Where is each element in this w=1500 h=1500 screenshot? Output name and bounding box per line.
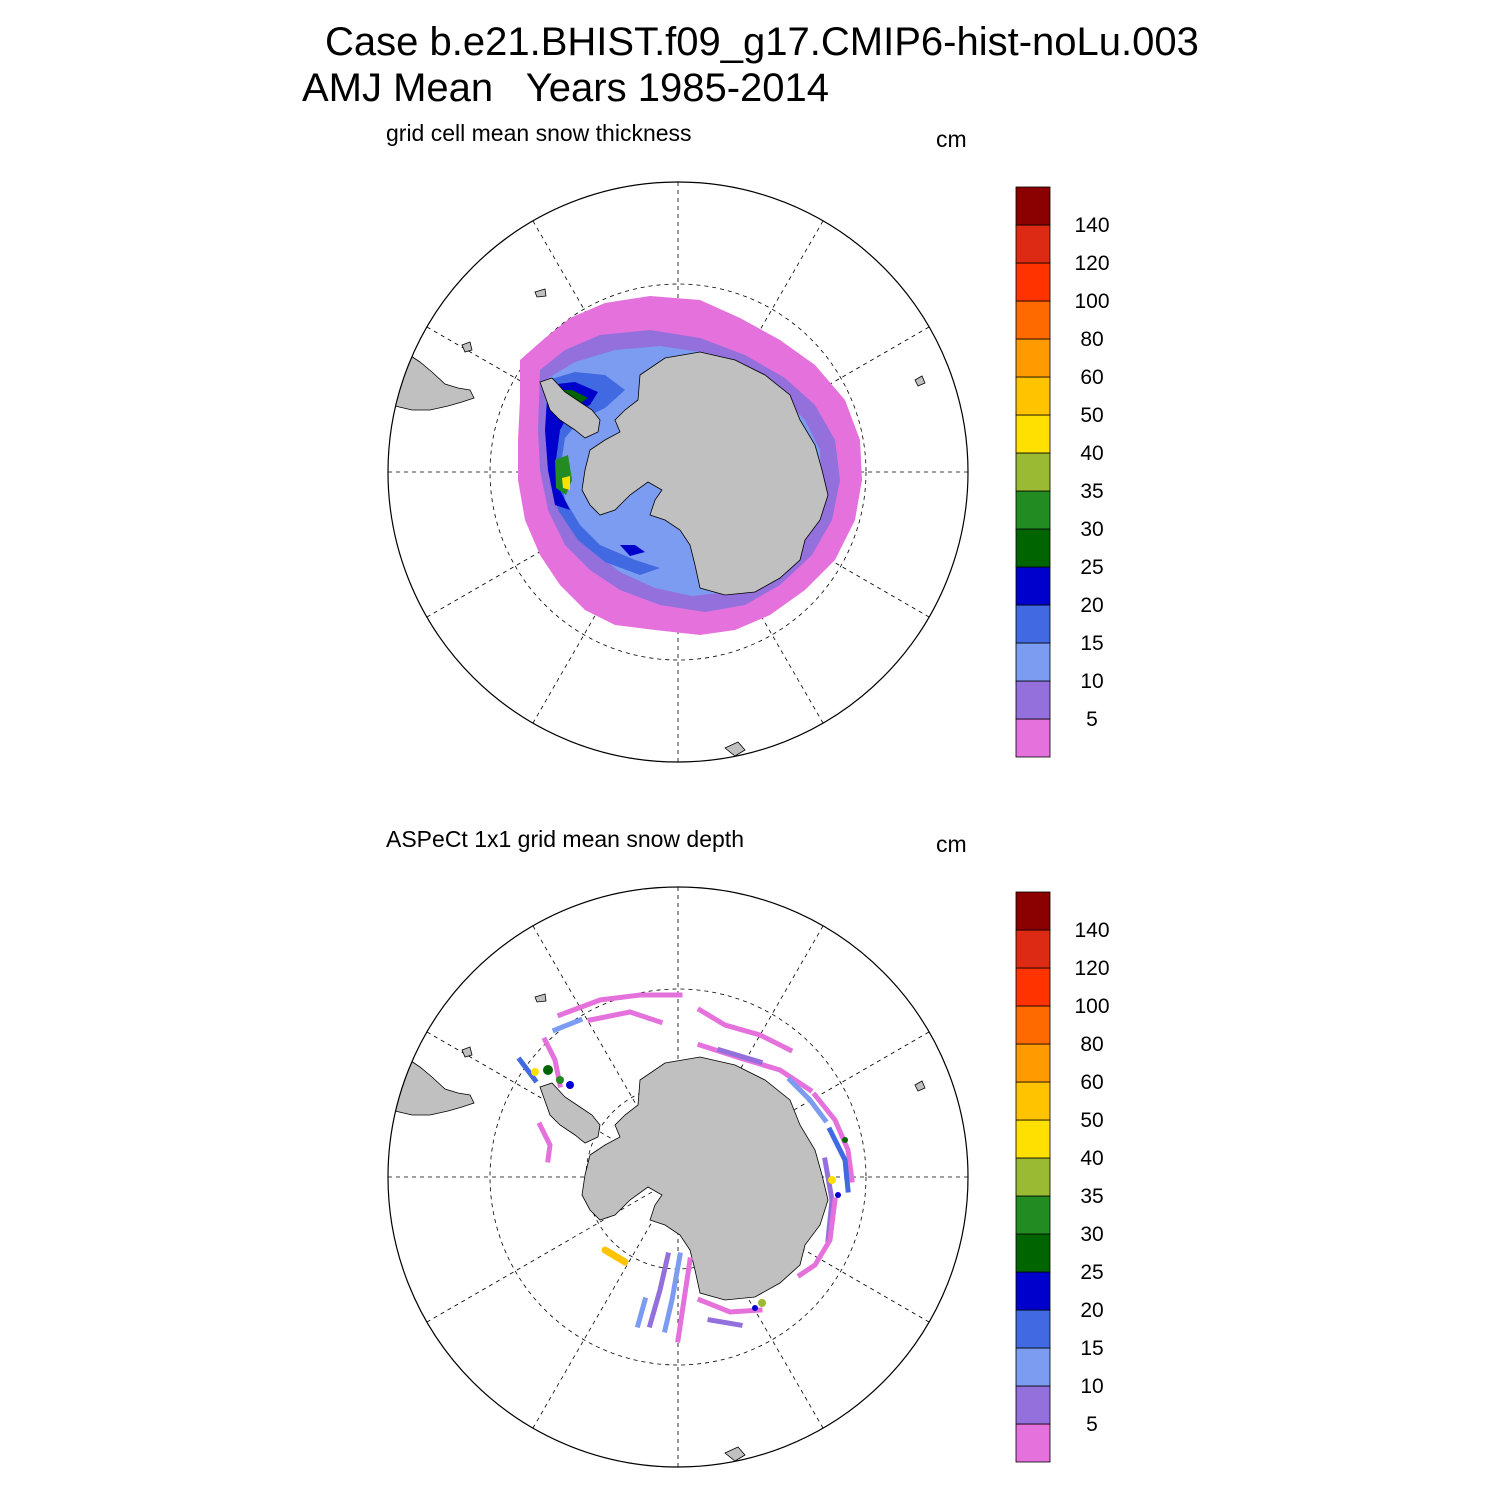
colorbar-obs: 5 10 15 20 25 30 35 40 50 60 80 100 120 140 xyxy=(1015,891,1110,1463)
colorbar-tick-label: 5 xyxy=(1086,708,1098,731)
panel-obs-map xyxy=(387,886,969,1468)
colorbar-tick-label: 120 xyxy=(1074,957,1109,980)
colorbar-tick-label: 30 xyxy=(1080,518,1103,541)
antarctica-landmass xyxy=(581,1056,829,1301)
south-america-landmass xyxy=(388,1056,475,1116)
colorbar-swatch xyxy=(1015,1043,1051,1083)
colorbar-tick-label: 15 xyxy=(1080,1337,1103,1360)
colorbar-swatch xyxy=(1015,1195,1051,1235)
colorbar-swatch xyxy=(1015,224,1051,264)
colorbar-tick-label: 20 xyxy=(1080,1299,1103,1322)
colorbar-tick-label: 15 xyxy=(1080,632,1103,655)
colorbar-tick-label: 50 xyxy=(1080,1109,1103,1132)
case-title: Case b.e21.BHIST.f09_g17.CMIP6-hist-noLu… xyxy=(325,20,1199,64)
colorbar-tick-label: 5 xyxy=(1086,1413,1098,1436)
colorbar-tick-label: 35 xyxy=(1080,1185,1103,1208)
colorbar-tick-label: 10 xyxy=(1080,670,1103,693)
colorbar-swatch xyxy=(1015,414,1051,454)
panel-obs-unit: cm xyxy=(936,831,967,857)
colorbar-swatch xyxy=(1015,376,1051,416)
colorbar-swatch xyxy=(1015,1157,1051,1197)
colorbar-tick-label: 40 xyxy=(1080,442,1103,465)
antarctica-landmass xyxy=(581,351,829,596)
colorbar-tick-label: 25 xyxy=(1080,1261,1103,1284)
colorbar-tick-label: 10 xyxy=(1080,1375,1103,1398)
colorbar-swatch xyxy=(1015,186,1051,226)
colorbar-swatch xyxy=(1015,1119,1051,1159)
panel-model-map xyxy=(387,181,969,763)
colorbar-swatch xyxy=(1015,262,1051,302)
panel-obs-title: ASPeCt 1x1 grid mean snow depth xyxy=(386,826,744,852)
colorbar-tick-label: 60 xyxy=(1080,366,1103,389)
colorbar-swatch xyxy=(1015,1233,1051,1273)
colorbar-tick-label: 80 xyxy=(1080,328,1103,351)
colorbar-tick-label: 120 xyxy=(1074,252,1109,275)
panel-model-unit: cm xyxy=(936,126,967,152)
colorbar-swatch xyxy=(1015,1347,1051,1387)
colorbar-tick-label: 50 xyxy=(1080,404,1103,427)
colorbar-swatch xyxy=(1015,891,1051,931)
colorbar-swatch xyxy=(1015,967,1051,1007)
panel-model-title: grid cell mean snow thickness xyxy=(386,120,692,146)
colorbar-tick-label: 20 xyxy=(1080,594,1103,617)
colorbar-swatch xyxy=(1015,528,1051,568)
colorbar-swatch xyxy=(1015,490,1051,530)
south-america-landmass xyxy=(388,351,475,411)
colorbar-tick-label: 80 xyxy=(1080,1033,1103,1056)
colorbar-swatch xyxy=(1015,1081,1051,1121)
colorbar-swatch xyxy=(1015,1309,1051,1349)
colorbar-swatch xyxy=(1015,604,1051,644)
colorbar-swatch xyxy=(1015,338,1051,378)
colorbar-tick-label: 140 xyxy=(1074,214,1109,237)
colorbar-tick-label: 40 xyxy=(1080,1147,1103,1170)
colorbar-swatch xyxy=(1015,1423,1051,1463)
colorbar-tick-label: 140 xyxy=(1074,919,1109,942)
colorbar-swatch xyxy=(1015,1271,1051,1311)
colorbar-tick-label: 100 xyxy=(1074,995,1109,1018)
colorbar-tick-label: 100 xyxy=(1074,290,1109,313)
colorbar-swatch xyxy=(1015,680,1051,720)
colorbar-tick-label: 60 xyxy=(1080,1071,1103,1094)
colorbar-swatch xyxy=(1015,452,1051,492)
colorbar-swatch xyxy=(1015,929,1051,969)
colorbar-tick-label: 35 xyxy=(1080,480,1103,503)
colorbar-swatch xyxy=(1015,300,1051,340)
colorbar-swatch xyxy=(1015,1385,1051,1425)
colorbar-swatch xyxy=(1015,566,1051,606)
colorbar-swatch xyxy=(1015,718,1051,758)
colorbar-swatch xyxy=(1015,642,1051,682)
colorbar-tick-label: 30 xyxy=(1080,1223,1103,1246)
aspect-high-value-cells xyxy=(531,1065,848,1311)
colorbar-model: 5 10 15 20 25 30 35 40 50 60 80 100 120 140 xyxy=(1015,186,1110,758)
season-years-title: AMJ Mean Years 1985-2014 xyxy=(302,66,830,110)
colorbar-swatch xyxy=(1015,1005,1051,1045)
colorbar-tick-label: 25 xyxy=(1080,556,1103,579)
